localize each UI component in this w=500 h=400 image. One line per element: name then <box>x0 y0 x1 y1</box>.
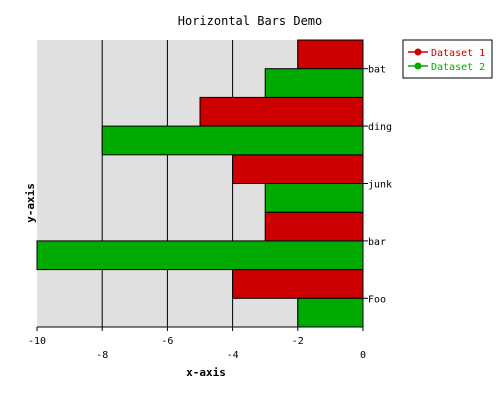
bar-ding-series-1 <box>199 96 364 127</box>
legend-label-series-1: Dataset 1 <box>431 48 485 59</box>
bar-bar-series-1 <box>264 211 364 242</box>
x-tick-label: -8 <box>96 350 108 361</box>
bar-bat-series-2 <box>264 68 364 98</box>
bar-bat-series-1 <box>297 39 364 70</box>
legend-marker <box>414 48 422 56</box>
legend-label-series-2: Dataset 2 <box>431 62 485 73</box>
y-axis-label: y-axis <box>24 183 37 223</box>
y-tick-label-bar: bar <box>368 237 386 248</box>
legend-marker <box>414 62 422 70</box>
bar-junk-series-2 <box>264 183 364 213</box>
bar-foo-series-1 <box>232 269 364 299</box>
x-axis-label: x-axis <box>186 366 226 379</box>
y-tick-label-ding: ding <box>368 122 392 133</box>
bar-foo-series-2 <box>297 297 364 328</box>
bars <box>36 39 364 328</box>
bar-bar-series-2 <box>36 240 364 271</box>
bar-junk-series-1 <box>232 154 364 185</box>
x-tick-label: -4 <box>227 350 239 361</box>
y-tick-label-bat: bat <box>368 65 386 76</box>
y-tick-label-junk: junk <box>368 180 392 191</box>
x-tick-label: -2 <box>292 336 304 347</box>
x-ticks: -10 -8 -6 -4 -2 0 <box>28 327 366 361</box>
x-tick-label: 0 <box>360 350 366 361</box>
y-tick-label-foo: Foo <box>368 294 386 305</box>
x-tick-label: -6 <box>161 336 173 347</box>
legend-box <box>402 39 493 79</box>
bar-ding-series-2 <box>101 125 364 156</box>
x-tick-label: -10 <box>28 336 46 347</box>
y-ticks: Foo bar junk ding bat <box>363 65 392 305</box>
chart-title: Horizontal Bars Demo <box>178 14 323 28</box>
legend: Dataset 1 Dataset 2 <box>402 39 493 79</box>
